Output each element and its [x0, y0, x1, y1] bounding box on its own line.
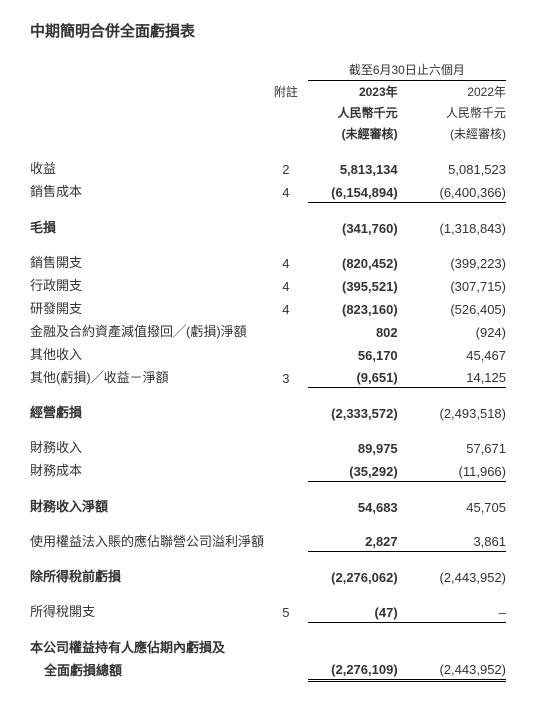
label: 行政開支: [30, 273, 264, 296]
row-total-loss-line1: 本公司權益持有人應佔期內虧損及: [30, 635, 506, 658]
label: 其他(虧損)╱收益－淨額: [30, 365, 264, 388]
value-y1: (823,160): [308, 296, 408, 319]
note: 4: [264, 296, 308, 319]
row-loss-before-tax: 除所得稅前虧損 (2,276,062) (2,443,952): [30, 564, 506, 587]
label: 毛損: [30, 215, 264, 238]
label: 其他收入: [30, 342, 264, 365]
label: 全面虧損總額: [30, 658, 264, 681]
note: 4: [264, 250, 308, 273]
row-fin-cost: 財務成本 (35,292) (11,966): [30, 458, 506, 481]
label: 經營虧損: [30, 400, 264, 423]
value-y2: 45,705: [408, 494, 506, 517]
row-other-gainloss: 其他(虧損)╱收益－淨額 3 (9,651) 14,125: [30, 365, 506, 388]
value-y2: 57,671: [408, 435, 506, 458]
value-y2: (1,318,843): [408, 215, 506, 238]
value-y2: 45,467: [408, 342, 506, 365]
value-y2: (526,405): [408, 296, 506, 319]
value-y1: (6,154,894): [308, 179, 408, 202]
value-y2: (924): [408, 319, 506, 342]
unit1: 人民幣千元: [308, 102, 408, 123]
value-y2: (6,400,366): [408, 179, 506, 202]
statement-title: 中期簡明合併全面虧損表: [30, 20, 506, 41]
note: 5: [264, 599, 308, 622]
label: 財務收入: [30, 435, 264, 458]
row-operating-loss: 經營虧損 (2,333,572) (2,493,518): [30, 400, 506, 423]
label: 研發開支: [30, 296, 264, 319]
value-y2: 5,081,523: [408, 156, 506, 179]
row-admin-exp: 行政開支 4 (395,521) (307,715): [30, 273, 506, 296]
row-tax: 所得稅開支 5 (47) –: [30, 599, 506, 622]
value-y1: (341,760): [308, 215, 408, 238]
label: 銷售成本: [30, 179, 264, 202]
value-y1: (35,292): [308, 458, 408, 481]
label: 所得稅開支: [30, 599, 264, 622]
label: 本公司權益持有人應佔期內虧損及: [30, 635, 264, 658]
audit2: (未經審核): [408, 123, 506, 144]
year2-header: 2022年: [408, 81, 506, 103]
value-y1: 54,683: [308, 494, 408, 517]
value-y1: (820,452): [308, 250, 408, 273]
value-y2: (2,443,952): [408, 658, 506, 681]
row-share-assoc: 使用權益法入賬的應佔聯營公司溢利淨額 2,827 3,861: [30, 529, 506, 552]
label: 使用權益法入賬的應佔聯營公司溢利淨額: [30, 529, 264, 552]
note-header: 附註: [264, 81, 308, 103]
unit2: 人民幣千元: [408, 102, 506, 123]
value-y1: 5,813,134: [308, 156, 408, 179]
financial-table: 截至6月30日止六個月 附註 2023年 2022年 人民幣千元 人民幣千元 (…: [30, 59, 506, 682]
value-y1: 2,827: [308, 529, 408, 552]
row-rd-exp: 研發開支 4 (823,160) (526,405): [30, 296, 506, 319]
value-y1: (2,333,572): [308, 400, 408, 423]
row-selling-exp: 銷售開支 4 (820,452) (399,223): [30, 250, 506, 273]
row-fin-income: 財務收入 89,975 57,671: [30, 435, 506, 458]
value-y1: (2,276,109): [308, 658, 408, 681]
label: 財務收入淨額: [30, 494, 264, 517]
value-y1: (395,521): [308, 273, 408, 296]
value-y1: (9,651): [308, 365, 408, 388]
value-y1: 89,975: [308, 435, 408, 458]
note: 3: [264, 365, 308, 388]
audit1: (未經審核): [308, 123, 408, 144]
value-y2: (11,966): [408, 458, 506, 481]
note: 2: [264, 156, 308, 179]
row-cost-of-sales: 銷售成本 4 (6,154,894) (6,400,366): [30, 179, 506, 202]
value-y1: (47): [308, 599, 408, 622]
value-y2: (307,715): [408, 273, 506, 296]
row-revenue: 收益 2 5,813,134 5,081,523: [30, 156, 506, 179]
row-impairment: 金融及合約資產減值撥回╱(虧損)淨額 802 (924): [30, 319, 506, 342]
value-y2: 3,861: [408, 529, 506, 552]
note: 4: [264, 273, 308, 296]
value-y2: (399,223): [408, 250, 506, 273]
label: 除所得稅前虧損: [30, 564, 264, 587]
year1-header: 2023年: [308, 81, 408, 103]
label: 收益: [30, 156, 264, 179]
label: 財務成本: [30, 458, 264, 481]
value-y2: (2,493,518): [408, 400, 506, 423]
value-y1: 56,170: [308, 342, 408, 365]
period-header: 截至6月30日止六個月: [308, 59, 506, 81]
value-y2: –: [408, 599, 506, 622]
row-total-loss-line2: 全面虧損總額 (2,276,109) (2,443,952): [30, 658, 506, 681]
value-y1: (2,276,062): [308, 564, 408, 587]
note: 4: [264, 179, 308, 202]
value-y1: 802: [308, 319, 408, 342]
value-y2: 14,125: [408, 365, 506, 388]
row-fin-net: 財務收入淨額 54,683 45,705: [30, 494, 506, 517]
row-other-income: 其他收入 56,170 45,467: [30, 342, 506, 365]
label: 金融及合約資產減值撥回╱(虧損)淨額: [30, 319, 264, 342]
label: 銷售開支: [30, 250, 264, 273]
value-y2: (2,443,952): [408, 564, 506, 587]
row-gross-loss: 毛損 (341,760) (1,318,843): [30, 215, 506, 238]
